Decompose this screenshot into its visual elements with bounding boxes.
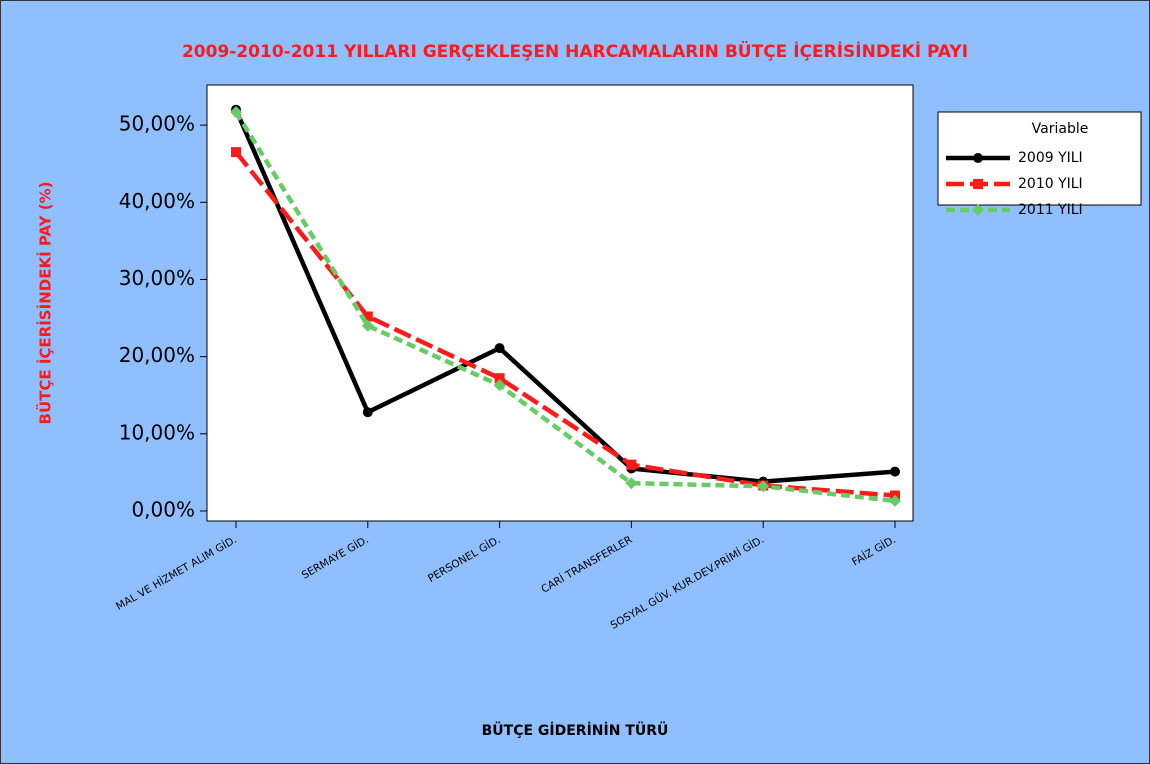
point [231,147,241,158]
point [362,407,373,418]
point [625,477,638,490]
point [626,459,637,470]
point [757,480,770,493]
y-tick-label: 10,00% [119,420,195,444]
y-tick-label: 20,00% [119,343,195,367]
point [494,343,505,354]
series-line [233,108,896,484]
point [230,106,242,119]
legend-label: 2010 YILI [1018,176,1083,192]
y-tick-label: 50,00% [119,112,195,136]
point [890,466,900,477]
point [973,153,983,163]
point [494,373,505,384]
point [493,379,506,392]
point [361,319,374,332]
y-tick-label: 0,00% [131,497,195,521]
plot-area [206,84,914,522]
y-tick-label: 30,00% [119,266,195,290]
legend-label: 2011 YILI [1018,202,1083,218]
point [889,494,901,507]
point [973,179,983,189]
series-line [234,110,896,504]
series-line [234,150,896,498]
legend-label: 2009 YILI [1018,150,1083,166]
x-axis-label: BÜTÇE GİDERİNİN TÜRÜ [482,721,669,739]
y-axis-label: BÜTÇE İÇERİSİNDEKİ PAY (%) [36,182,55,425]
y-tick-label: 40,00% [119,189,195,213]
legend-title: Variable [1032,121,1089,137]
point [972,204,984,216]
chart-title: 2009-2010-2011 YILLARI GERÇEKLEŞEN HARCA… [182,40,968,62]
point [362,311,373,322]
